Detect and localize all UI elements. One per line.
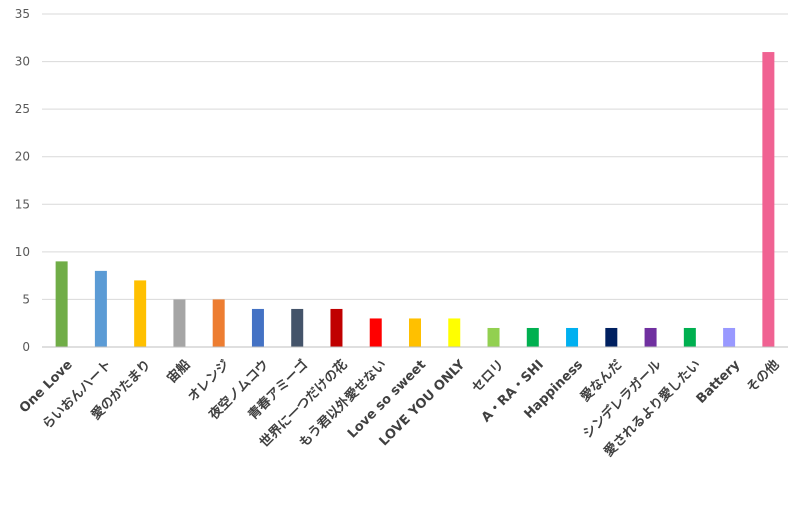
x-category-label: その他 (744, 357, 783, 396)
bar-5 (212, 299, 225, 347)
bar-2 (94, 270, 107, 347)
x-category-label: セロリ (469, 357, 507, 395)
bar-1 (55, 261, 68, 347)
bar-4 (173, 299, 186, 347)
bar-9 (369, 318, 382, 347)
bars (55, 52, 775, 348)
x-category-label: 宙船 (164, 357, 194, 387)
y-tick-label: 30 (15, 55, 30, 69)
bar-13 (526, 327, 539, 347)
gridlines (42, 13, 788, 300)
bar-6 (251, 308, 264, 347)
bar-11 (448, 318, 461, 347)
bar-12 (487, 327, 500, 347)
y-tick-label: 35 (15, 7, 30, 21)
y-tick-label: 15 (15, 197, 30, 211)
bar-10 (409, 318, 421, 347)
y-tick-label: 10 (15, 245, 30, 259)
bar-15 (605, 327, 618, 347)
y-tick-label: 20 (15, 150, 30, 164)
y-tick-label: 25 (15, 102, 30, 116)
bar-7 (291, 308, 304, 347)
bar-18 (723, 327, 736, 347)
bar-17 (683, 327, 696, 347)
bar-3 (134, 280, 147, 347)
bar-16 (644, 327, 657, 347)
y-axis-tick-labels: 0 5 10 15 20 25 30 35 (15, 7, 30, 354)
bar-19 (762, 52, 775, 348)
y-tick-label: 5 (22, 292, 30, 306)
x-category-label: らいおんハート (40, 357, 115, 432)
bar-8 (330, 308, 343, 347)
bar-14 (566, 327, 579, 347)
x-category-label: Battery (694, 357, 744, 407)
y-tick-label: 0 (22, 340, 30, 354)
